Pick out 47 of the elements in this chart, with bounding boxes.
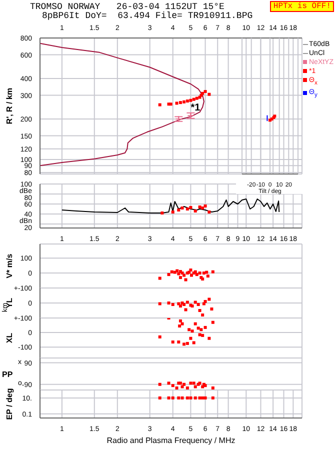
point (198, 309, 202, 312)
chart-title: TROMSO NORWAY 26-03-04 1152UT 15°E (30, 2, 226, 12)
point (192, 341, 196, 344)
point (190, 330, 194, 333)
point (201, 314, 204, 316)
point (189, 268, 192, 272)
y-axis-title: PP (2, 370, 14, 379)
point (196, 326, 200, 330)
point (194, 300, 197, 304)
point (182, 274, 186, 277)
point (204, 326, 207, 329)
point (190, 274, 193, 277)
point (189, 336, 192, 340)
point (184, 278, 188, 282)
point (205, 270, 208, 274)
point (176, 269, 179, 272)
x-axis-title: Radio and Plasma Frequency / MHz (106, 436, 236, 445)
point (194, 322, 197, 326)
point (170, 270, 174, 274)
point (201, 334, 204, 337)
point (177, 340, 180, 344)
y-axis-title: R', R / km (4, 88, 14, 124)
point (200, 328, 203, 332)
point (180, 322, 184, 326)
point (178, 319, 182, 322)
point (206, 274, 210, 278)
y-axis-title: V* m/s (4, 253, 14, 278)
point (178, 304, 182, 308)
point (198, 272, 202, 275)
annotation: *1 (190, 102, 201, 114)
point (196, 303, 200, 306)
point (182, 342, 186, 346)
point (184, 308, 188, 312)
y-axis-title: XL (4, 332, 14, 344)
chart-subtitle: 8pBP6It DoY= 63.494 File= TR910911.BPG (41, 11, 253, 21)
y-axis-title: EP / deg (4, 388, 14, 420)
point (204, 300, 207, 303)
point (195, 273, 198, 276)
point (188, 328, 191, 332)
point (171, 340, 174, 344)
text: HPTx is OFF! (270, 1, 334, 12)
point (202, 302, 206, 306)
point (186, 300, 189, 304)
point (178, 324, 182, 328)
point (178, 276, 182, 280)
point (186, 342, 189, 345)
point (171, 303, 174, 306)
